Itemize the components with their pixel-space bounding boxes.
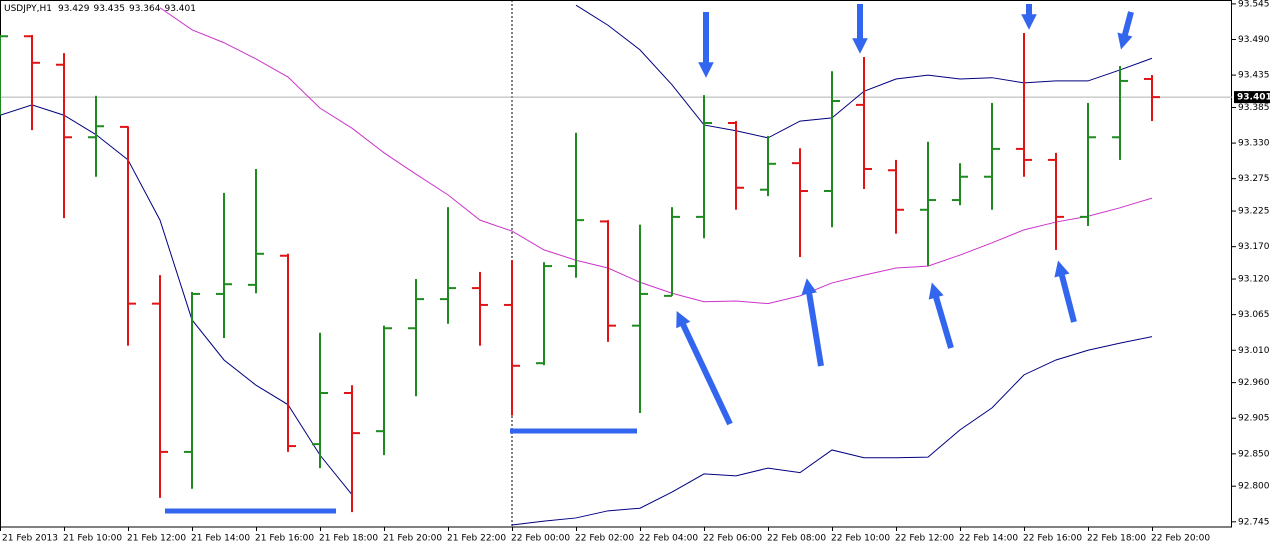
symbol: USDJPY,H1 <box>4 4 52 14</box>
x-tick-label: 21 Feb 16:00 <box>255 534 314 544</box>
y-tick-label: 93.065 <box>1238 310 1270 320</box>
x-tick-label: 21 Feb 14:00 <box>191 534 250 544</box>
y-tick-label: 92.800 <box>1238 482 1270 492</box>
plot-area <box>0 4 1160 526</box>
header-high: 93.435 <box>93 4 125 14</box>
arrow <box>1054 260 1077 323</box>
x-tick-label: 22 Feb 16:00 <box>1023 534 1082 544</box>
x-tick-label: 22 Feb 12:00 <box>895 534 954 544</box>
y-tick-label: 92.960 <box>1238 378 1270 388</box>
price-label: 93.401 <box>1237 93 1272 103</box>
indicator-line <box>159 7 1153 305</box>
x-tick-label: 22 Feb 08:00 <box>767 534 826 544</box>
x-tick-label: 22 Feb 20:00 <box>1151 534 1210 544</box>
y-tick-label: 93.225 <box>1238 207 1270 217</box>
header-low: 93.364 <box>129 4 161 14</box>
x-tick-label: 21 Feb 18:00 <box>319 534 378 544</box>
arrow <box>1117 11 1134 50</box>
x-tick-label: 22 Feb 18:00 <box>1087 534 1146 544</box>
annotations <box>165 4 1134 514</box>
header: USDJPY,H1 93.429 93.435 93.364 93.401 <box>4 4 196 14</box>
plot-frame <box>0 0 1232 528</box>
y-tick-label: 92.905 <box>1238 414 1270 424</box>
header-close: 93.401 <box>164 4 196 14</box>
x-tick-label: 21 Feb 2013 <box>2 534 58 544</box>
y-tick-label: 92.745 <box>1238 517 1270 527</box>
arrow <box>801 278 824 367</box>
y-tick-label: 93.545 <box>1238 0 1270 9</box>
x-tick-label: 22 Feb 10:00 <box>831 534 890 544</box>
x-tick-label: 22 Feb 04:00 <box>639 534 698 544</box>
x-tick-label: 21 Feb 20:00 <box>383 534 442 544</box>
x-tick-label: 22 Feb 06:00 <box>703 534 762 544</box>
arrow <box>928 282 954 349</box>
x-tick-label: 22 Feb 02:00 <box>575 534 634 544</box>
y-tick-label: 93.120 <box>1238 275 1270 285</box>
x-tick-label: 21 Feb 22:00 <box>447 534 506 544</box>
header-open: 93.429 <box>58 4 90 14</box>
x-tick-label: 22 Feb 00:00 <box>511 534 570 544</box>
y-tick-label: 92.850 <box>1238 449 1270 459</box>
y-tick-label: 93.275 <box>1238 174 1270 184</box>
indicator-line <box>0 104 353 495</box>
y-tick-label: 93.170 <box>1238 242 1270 252</box>
x-tick-label: 21 Feb 12:00 <box>127 534 186 544</box>
y-tick-label: 93.330 <box>1238 139 1270 149</box>
arrow <box>676 310 733 426</box>
y-tick-label: 93.385 <box>1238 103 1270 113</box>
x-tick-label: 22 Feb 14:00 <box>959 534 1018 544</box>
indicator-line <box>511 336 1153 526</box>
y-tick-label: 93.490 <box>1238 35 1270 45</box>
x-tick-label: 21 Feb 10:00 <box>63 534 122 544</box>
y-tick-label: 93.435 <box>1238 71 1270 81</box>
y-tick-label: 93.010 <box>1238 346 1270 356</box>
price-label-bg <box>1234 91 1270 104</box>
